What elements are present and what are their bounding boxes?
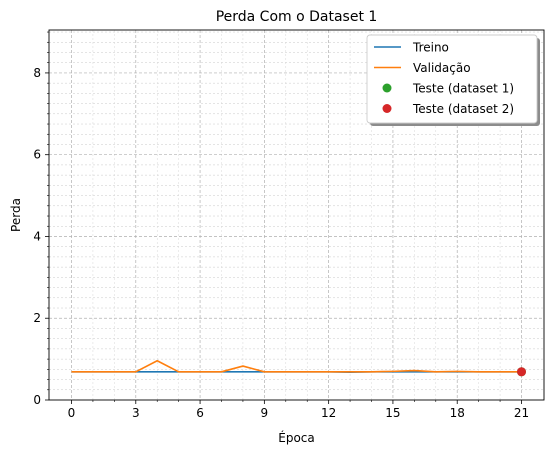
series-point-teste-dataset-2- (517, 367, 526, 377)
legend-label-teste-dataset-2-: Teste (dataset 2) (412, 102, 514, 116)
series-line-valida-o (71, 359, 522, 373)
y-axis-label: Perda (9, 198, 23, 232)
plot-frame (48, 29, 545, 401)
x-axis-label: Época (278, 430, 315, 445)
legend: Treino Validação Teste (dataset 1) Teste (d… (366, 34, 540, 126)
tick-labels: 0 3 6 9 12 15 18 21 0 2 4 6 8 (33, 66, 529, 420)
x-tick-label: 21 (514, 406, 529, 420)
y-tick-label: 8 (33, 66, 41, 80)
legend-swatch-teste-dataset-2- (382, 104, 392, 113)
y-tick-label: 6 (33, 148, 41, 162)
legend-label-valida-o: Validação (413, 61, 471, 75)
x-tick-label: 9 (261, 406, 269, 420)
x-tick-label: 15 (385, 406, 400, 420)
y-tick-label: 0 (33, 393, 41, 407)
chart-title: Perda Com o Dataset 1 (216, 9, 378, 25)
axis-ticks (45, 31, 522, 404)
legend-label-teste-dataset-1-: Teste (dataset 1) (412, 82, 514, 96)
legend-swatch-teste-dataset-1- (382, 83, 392, 93)
x-tick-label: 18 (450, 406, 465, 420)
y-tick-label: 4 (33, 229, 41, 243)
x-tick-label: 6 (196, 406, 204, 420)
legend-box (366, 34, 538, 124)
x-tick-label: 12 (321, 406, 336, 420)
y-tick-label: 2 (33, 311, 41, 325)
legend-items: Treino Validação Teste (dataset 1) Teste (d… (374, 41, 514, 116)
series-layer (71, 359, 526, 377)
x-tick-label: 0 (68, 406, 76, 420)
x-tick-label: 3 (132, 406, 140, 420)
legend-label-treino: Treino (412, 41, 449, 55)
